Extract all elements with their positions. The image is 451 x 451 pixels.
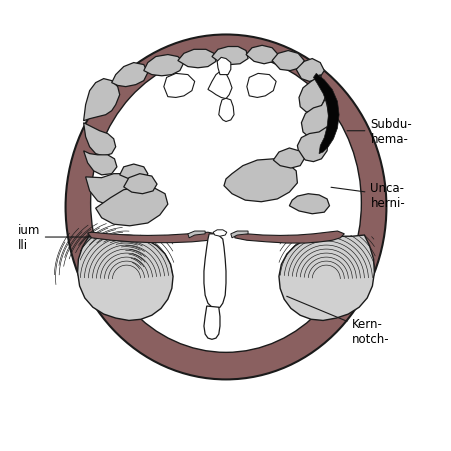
Polygon shape [216, 58, 230, 75]
Ellipse shape [91, 55, 360, 353]
Polygon shape [278, 235, 373, 321]
Polygon shape [83, 79, 120, 121]
Polygon shape [83, 152, 117, 175]
Polygon shape [297, 128, 327, 162]
Polygon shape [289, 194, 329, 214]
Polygon shape [218, 99, 234, 122]
Polygon shape [295, 60, 323, 82]
Polygon shape [178, 50, 216, 69]
Polygon shape [235, 231, 344, 244]
Polygon shape [96, 188, 167, 226]
Polygon shape [163, 74, 194, 98]
Polygon shape [207, 71, 231, 99]
Polygon shape [188, 231, 205, 238]
Polygon shape [83, 124, 115, 156]
Polygon shape [124, 174, 156, 194]
Polygon shape [299, 75, 325, 113]
Polygon shape [273, 149, 304, 169]
Polygon shape [272, 51, 304, 71]
Polygon shape [85, 174, 146, 206]
Ellipse shape [65, 35, 386, 380]
Polygon shape [230, 231, 248, 238]
Polygon shape [224, 160, 297, 202]
Text: ium
lli: ium lli [18, 224, 109, 252]
Polygon shape [143, 55, 184, 77]
Polygon shape [301, 99, 329, 139]
Text: Subdu-
hema-: Subdu- hema- [346, 117, 411, 145]
Text: Kern-
notch-: Kern- notch- [286, 297, 389, 345]
Polygon shape [245, 46, 277, 64]
Polygon shape [78, 237, 173, 321]
Polygon shape [203, 235, 226, 309]
Polygon shape [212, 47, 248, 65]
Polygon shape [213, 230, 226, 237]
Polygon shape [203, 306, 220, 340]
Text: Unca-
herni-: Unca- herni- [330, 181, 404, 209]
Polygon shape [111, 64, 147, 87]
Polygon shape [246, 74, 276, 98]
Polygon shape [120, 165, 147, 182]
Polygon shape [87, 233, 216, 243]
Polygon shape [313, 74, 338, 154]
